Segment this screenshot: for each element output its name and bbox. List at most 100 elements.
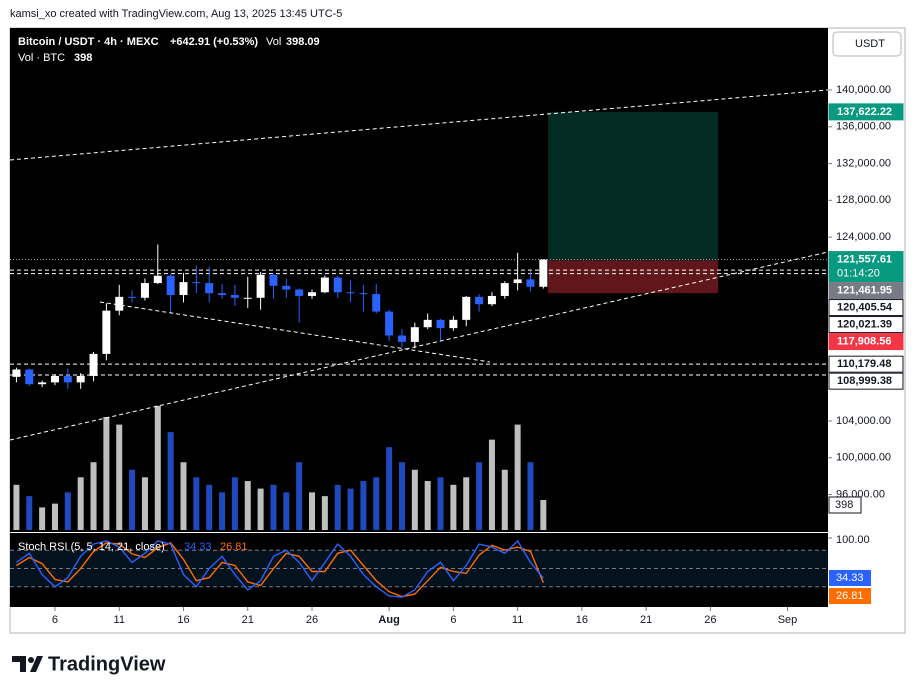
x-tick-label: 11	[512, 614, 523, 626]
volume-bar	[309, 492, 316, 530]
price-tag	[828, 333, 904, 351]
volume-bar	[180, 462, 187, 530]
candle-body	[436, 319, 445, 329]
candle-body	[179, 282, 188, 296]
x-tick-label: 11	[114, 614, 125, 626]
volume-bar	[463, 477, 470, 530]
volume-bar	[129, 469, 136, 530]
y-tick-label: 124,000.00	[836, 231, 891, 243]
oscillator-line	[16, 542, 544, 598]
price-tag-label: 117,908.56	[837, 335, 891, 347]
candle-body	[539, 259, 548, 287]
candle-body	[63, 375, 72, 383]
volume-bar	[488, 439, 495, 530]
price-tag	[828, 251, 904, 283]
price-tag	[828, 355, 904, 373]
oscillator-value-tag-label: 34.33	[836, 572, 864, 584]
x-tick-label: 21	[640, 614, 652, 626]
volume-bar	[116, 424, 123, 530]
oscillator-pane	[10, 533, 828, 607]
candle-body	[282, 285, 291, 290]
volume-bar	[141, 477, 148, 530]
candle-body	[192, 282, 201, 284]
oscillator-value-tag	[829, 570, 871, 586]
volume-bar	[527, 462, 534, 530]
price-tag-label: 110,179.48	[837, 358, 891, 370]
volume-bar	[386, 447, 393, 530]
candle-body	[372, 294, 381, 312]
volume-bar	[514, 424, 521, 530]
volume-title: Vol	[266, 36, 281, 48]
candle-body	[38, 382, 47, 385]
volume-tag	[828, 496, 862, 514]
logo-dot	[28, 657, 34, 663]
candle-body	[397, 335, 406, 342]
volume-bar	[270, 484, 277, 530]
price-tag	[828, 299, 904, 317]
volume-bar	[206, 484, 213, 530]
volume-bar	[347, 488, 354, 530]
y-tick-label: 128,000.00	[836, 194, 891, 206]
price-tag-label: 120,405.54	[837, 301, 893, 313]
volume-bar	[193, 477, 200, 530]
price-countdown: 01:14:20	[837, 267, 880, 279]
oscillator-tick-label: 100.00	[836, 534, 870, 546]
x-tick-label: 6	[52, 614, 58, 626]
logo-mark	[12, 656, 43, 672]
candle-body	[308, 292, 317, 296]
volume-bar	[411, 469, 418, 530]
x-tick-label: 16	[177, 614, 189, 626]
y-tick-label: 100,000.00	[836, 452, 891, 464]
candle-body	[487, 295, 496, 305]
candle-body	[153, 275, 162, 284]
volume-bar	[450, 484, 457, 530]
candle-body	[140, 283, 149, 298]
candle-body	[475, 296, 484, 305]
volume-bar	[231, 477, 238, 530]
price-tag	[828, 103, 904, 121]
price-tag-label: 120,021.39	[837, 318, 892, 330]
volume-bar	[51, 503, 58, 530]
candle-body	[25, 369, 34, 385]
candle-body	[12, 369, 21, 377]
trendlines	[9, 89, 829, 441]
volume-bar	[103, 417, 110, 530]
oscillator-d-value: 26.81	[220, 541, 248, 553]
volume-bar	[64, 492, 71, 530]
volume-bar	[219, 492, 226, 530]
candle-body	[243, 297, 252, 299]
attribution: kamsi_xo created with TradingView.com, A…	[10, 8, 342, 20]
x-tick-label: 26	[306, 614, 318, 626]
candle-body	[513, 279, 522, 284]
candle-body	[269, 274, 278, 286]
volume-bar	[321, 496, 328, 530]
candle-body	[462, 296, 471, 320]
candle-body	[50, 375, 59, 383]
oscillator-line	[15, 539, 544, 598]
x-tick-label: 26	[704, 614, 716, 626]
volume-legend-value: 398	[74, 52, 92, 64]
layers: 96,000.00100,000.00104,000.00124,000.001…	[10, 84, 904, 626]
volume-bar	[501, 469, 508, 530]
volume-bar	[154, 405, 161, 530]
x-tick-label: 16	[576, 614, 588, 626]
candle-body	[346, 292, 355, 294]
candle-body	[205, 283, 214, 294]
oscillator-k-value: 34.33	[184, 541, 212, 553]
currency-label: USDT	[855, 38, 885, 50]
volume-bar	[334, 484, 341, 530]
brand-name: TradingView	[48, 653, 166, 675]
price-change: +642.91 (+0.53%)	[170, 36, 258, 48]
currency-button[interactable]	[832, 31, 902, 57]
candle-body	[333, 277, 342, 293]
candle-body	[526, 279, 535, 287]
trendline	[99, 301, 491, 363]
candle-body	[423, 319, 432, 328]
volume-bar	[26, 496, 33, 530]
x-tick-label: Aug	[378, 614, 399, 626]
volume-bar	[373, 477, 380, 530]
x-tick-label: 6	[450, 614, 456, 626]
volume-bar	[167, 432, 174, 530]
brand-logo: TradingView	[12, 653, 166, 675]
candle-body	[500, 283, 509, 296]
